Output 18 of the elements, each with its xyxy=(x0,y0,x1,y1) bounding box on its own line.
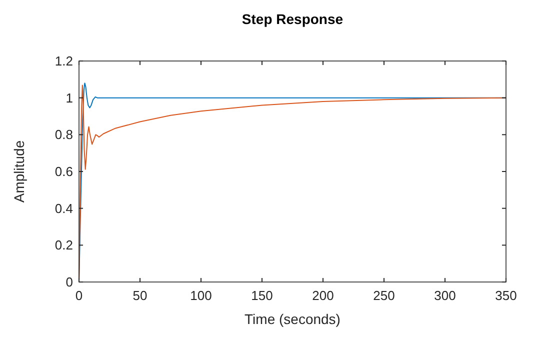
x-tick-label: 350 xyxy=(495,288,517,303)
x-tick-label: 150 xyxy=(251,288,273,303)
y-tick-label: 0.6 xyxy=(54,164,73,179)
y-tick-label: 0.8 xyxy=(54,127,73,142)
y-tick-label: 1.2 xyxy=(54,54,73,68)
y-tick-label: 0.2 xyxy=(54,238,73,253)
x-tick-label: 50 xyxy=(132,288,148,303)
chart-title: Step Response xyxy=(242,11,344,27)
x-tick-label: 300 xyxy=(434,288,456,303)
y-tick-label: 1 xyxy=(66,90,73,106)
x-tick-label: 100 xyxy=(190,288,212,303)
y-axis-title: Amplitude xyxy=(11,140,27,203)
x-tick-label: 0 xyxy=(75,288,83,303)
x-tick-label: 200 xyxy=(312,288,334,303)
y-tick-label: 0.4 xyxy=(54,200,73,216)
x-axis-title: Time (seconds) xyxy=(244,311,340,327)
x-tick-label: 250 xyxy=(373,288,395,303)
y-tick-label: 0 xyxy=(66,274,73,290)
